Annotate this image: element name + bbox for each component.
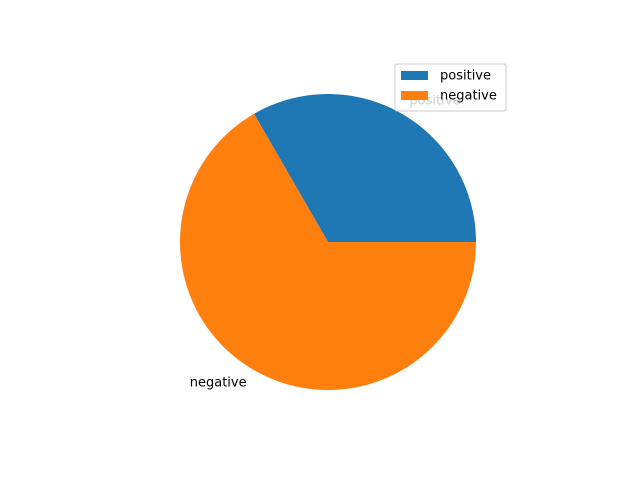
slice-label-negative: negative	[190, 375, 247, 390]
legend-swatch-negative	[401, 91, 428, 100]
pie-slice-positive	[254, 94, 476, 242]
pie-slice-negative	[180, 113, 477, 391]
legend-entries: positive negative	[401, 69, 497, 104]
legend: positive negative	[394, 63, 507, 112]
slices-layer	[180, 94, 477, 391]
legend-swatch-positive	[401, 71, 428, 80]
legend-label-positive: positive	[440, 69, 491, 84]
legend-label-negative: negative	[440, 89, 497, 104]
